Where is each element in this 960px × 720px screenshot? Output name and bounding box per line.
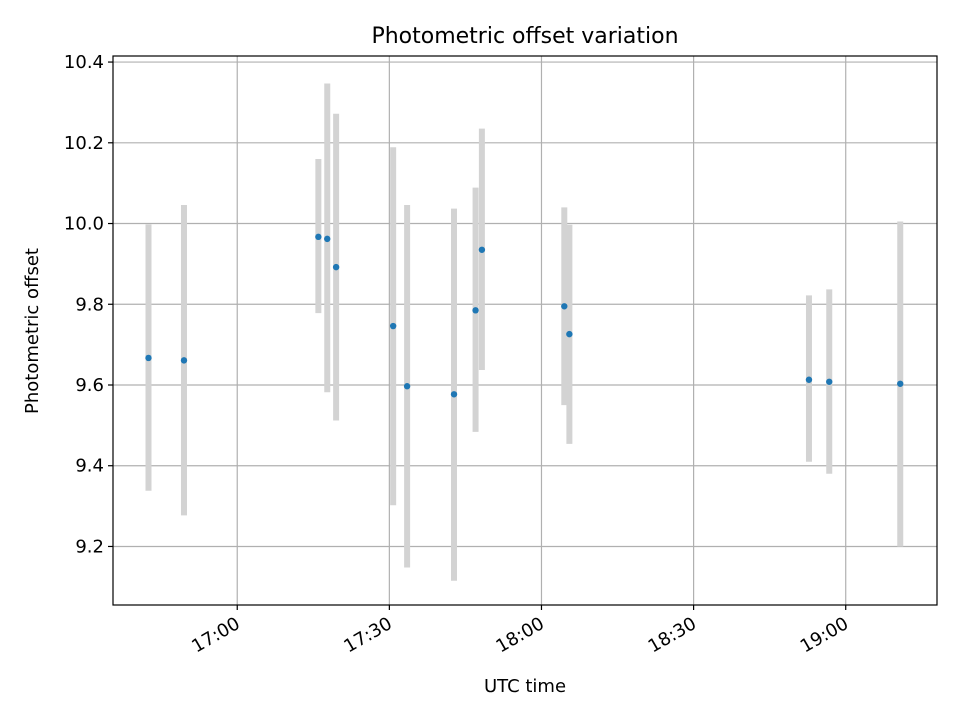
data-point [897, 380, 904, 387]
y-axis-label: Photometric offset [22, 248, 43, 414]
x-axis-label: UTC time [484, 676, 566, 697]
y-tick-label: 9.6 [75, 375, 104, 396]
data-point [472, 307, 479, 314]
y-tick-label: 10.0 [64, 214, 104, 235]
data-point [450, 391, 458, 398]
y-tick-label: 9.8 [75, 294, 104, 315]
y-tick-label: 9.4 [75, 456, 104, 477]
data-point [180, 357, 188, 364]
data-point [403, 383, 411, 390]
data-point [389, 322, 397, 330]
data-point [332, 263, 340, 271]
data-points [145, 233, 904, 398]
grid-lines [113, 56, 937, 605]
data-point [145, 354, 152, 362]
data-point [478, 246, 486, 253]
y-tick-label: 10.4 [64, 52, 104, 73]
data-point [324, 235, 331, 243]
data-point [826, 378, 833, 385]
data-point [561, 303, 568, 310]
y-tick-label: 9.2 [75, 536, 104, 557]
data-point [805, 376, 813, 383]
y-tick-label: 10.2 [64, 133, 104, 154]
plot-frame [112, 55, 938, 606]
chart-title: Photometric offset variation [371, 24, 678, 49]
data-point [315, 233, 322, 241]
data-point [566, 330, 573, 338]
